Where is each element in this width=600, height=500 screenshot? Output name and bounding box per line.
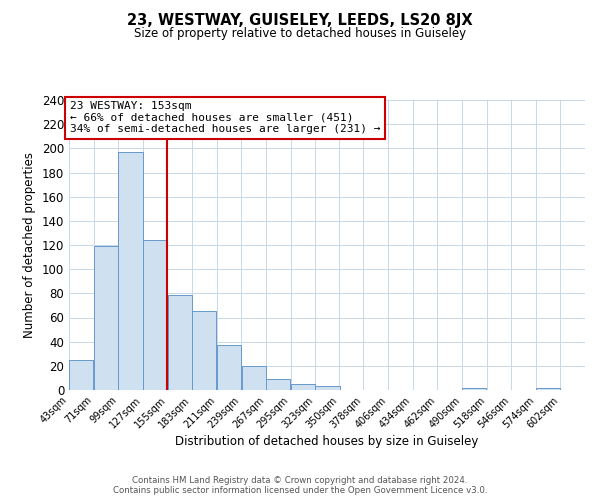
Bar: [192, 312, 217, 390]
Bar: [462, 388, 487, 390]
Text: Contains public sector information licensed under the Open Government Licence v3: Contains public sector information licen…: [113, 486, 487, 495]
Text: Contains HM Land Registry data © Crown copyright and database right 2024.: Contains HM Land Registry data © Crown c…: [132, 476, 468, 485]
Bar: [167, 294, 192, 390]
Y-axis label: Number of detached properties: Number of detached properties: [23, 152, 36, 338]
Text: Size of property relative to detached houses in Guiseley: Size of property relative to detached ho…: [134, 28, 466, 40]
Text: 23, WESTWAY, GUISELEY, LEEDS, LS20 8JX: 23, WESTWAY, GUISELEY, LEEDS, LS20 8JX: [127, 12, 473, 28]
X-axis label: Distribution of detached houses by size in Guiseley: Distribution of detached houses by size …: [175, 436, 479, 448]
Bar: [242, 366, 266, 390]
Bar: [536, 388, 560, 390]
Bar: [118, 152, 143, 390]
Bar: [143, 240, 167, 390]
Bar: [217, 346, 241, 390]
Text: 23 WESTWAY: 153sqm
← 66% of detached houses are smaller (451)
34% of semi-detach: 23 WESTWAY: 153sqm ← 66% of detached hou…: [70, 101, 380, 134]
Bar: [69, 360, 94, 390]
Bar: [94, 246, 118, 390]
Bar: [316, 386, 340, 390]
Bar: [291, 384, 315, 390]
Bar: [266, 379, 290, 390]
